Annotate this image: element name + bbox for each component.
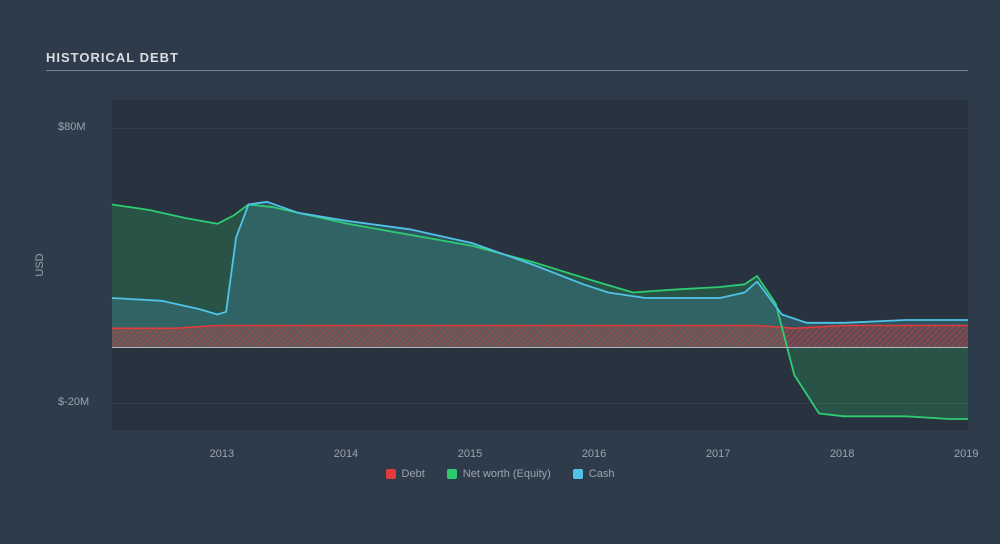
chart-svg [112,100,968,430]
legend-item: Net worth (Equity) [447,468,551,480]
x-tick-label: 2019 [954,448,978,460]
legend-label: Net worth (Equity) [463,468,551,480]
plot-area [112,100,968,430]
title-underline [46,70,968,71]
x-tick-label: 2014 [334,448,358,460]
chart-frame: HISTORICAL DEBT USD Debt Net worth (Equit… [0,0,1000,544]
chart-title: HISTORICAL DEBT [46,50,179,65]
legend-swatch [386,469,396,479]
grid-line [112,128,968,129]
x-tick-label: 2018 [830,448,854,460]
legend-item: Cash [573,468,615,480]
legend-swatch [447,469,457,479]
y-tick-label: $80M [58,121,86,133]
series-hatch [112,326,968,348]
x-tick-label: 2013 [210,448,234,460]
y-tick-label: $-20M [58,396,89,408]
x-tick-label: 2017 [706,448,730,460]
legend-label: Cash [589,468,615,480]
legend-item: Debt [386,468,425,480]
y-axis-label: USD [34,253,46,276]
legend-label: Debt [402,468,425,480]
grid-line [112,403,968,404]
legend: Debt Net worth (Equity) Cash [0,468,1000,480]
legend-swatch [573,469,583,479]
x-tick-label: 2016 [582,448,606,460]
x-tick-label: 2015 [458,448,482,460]
